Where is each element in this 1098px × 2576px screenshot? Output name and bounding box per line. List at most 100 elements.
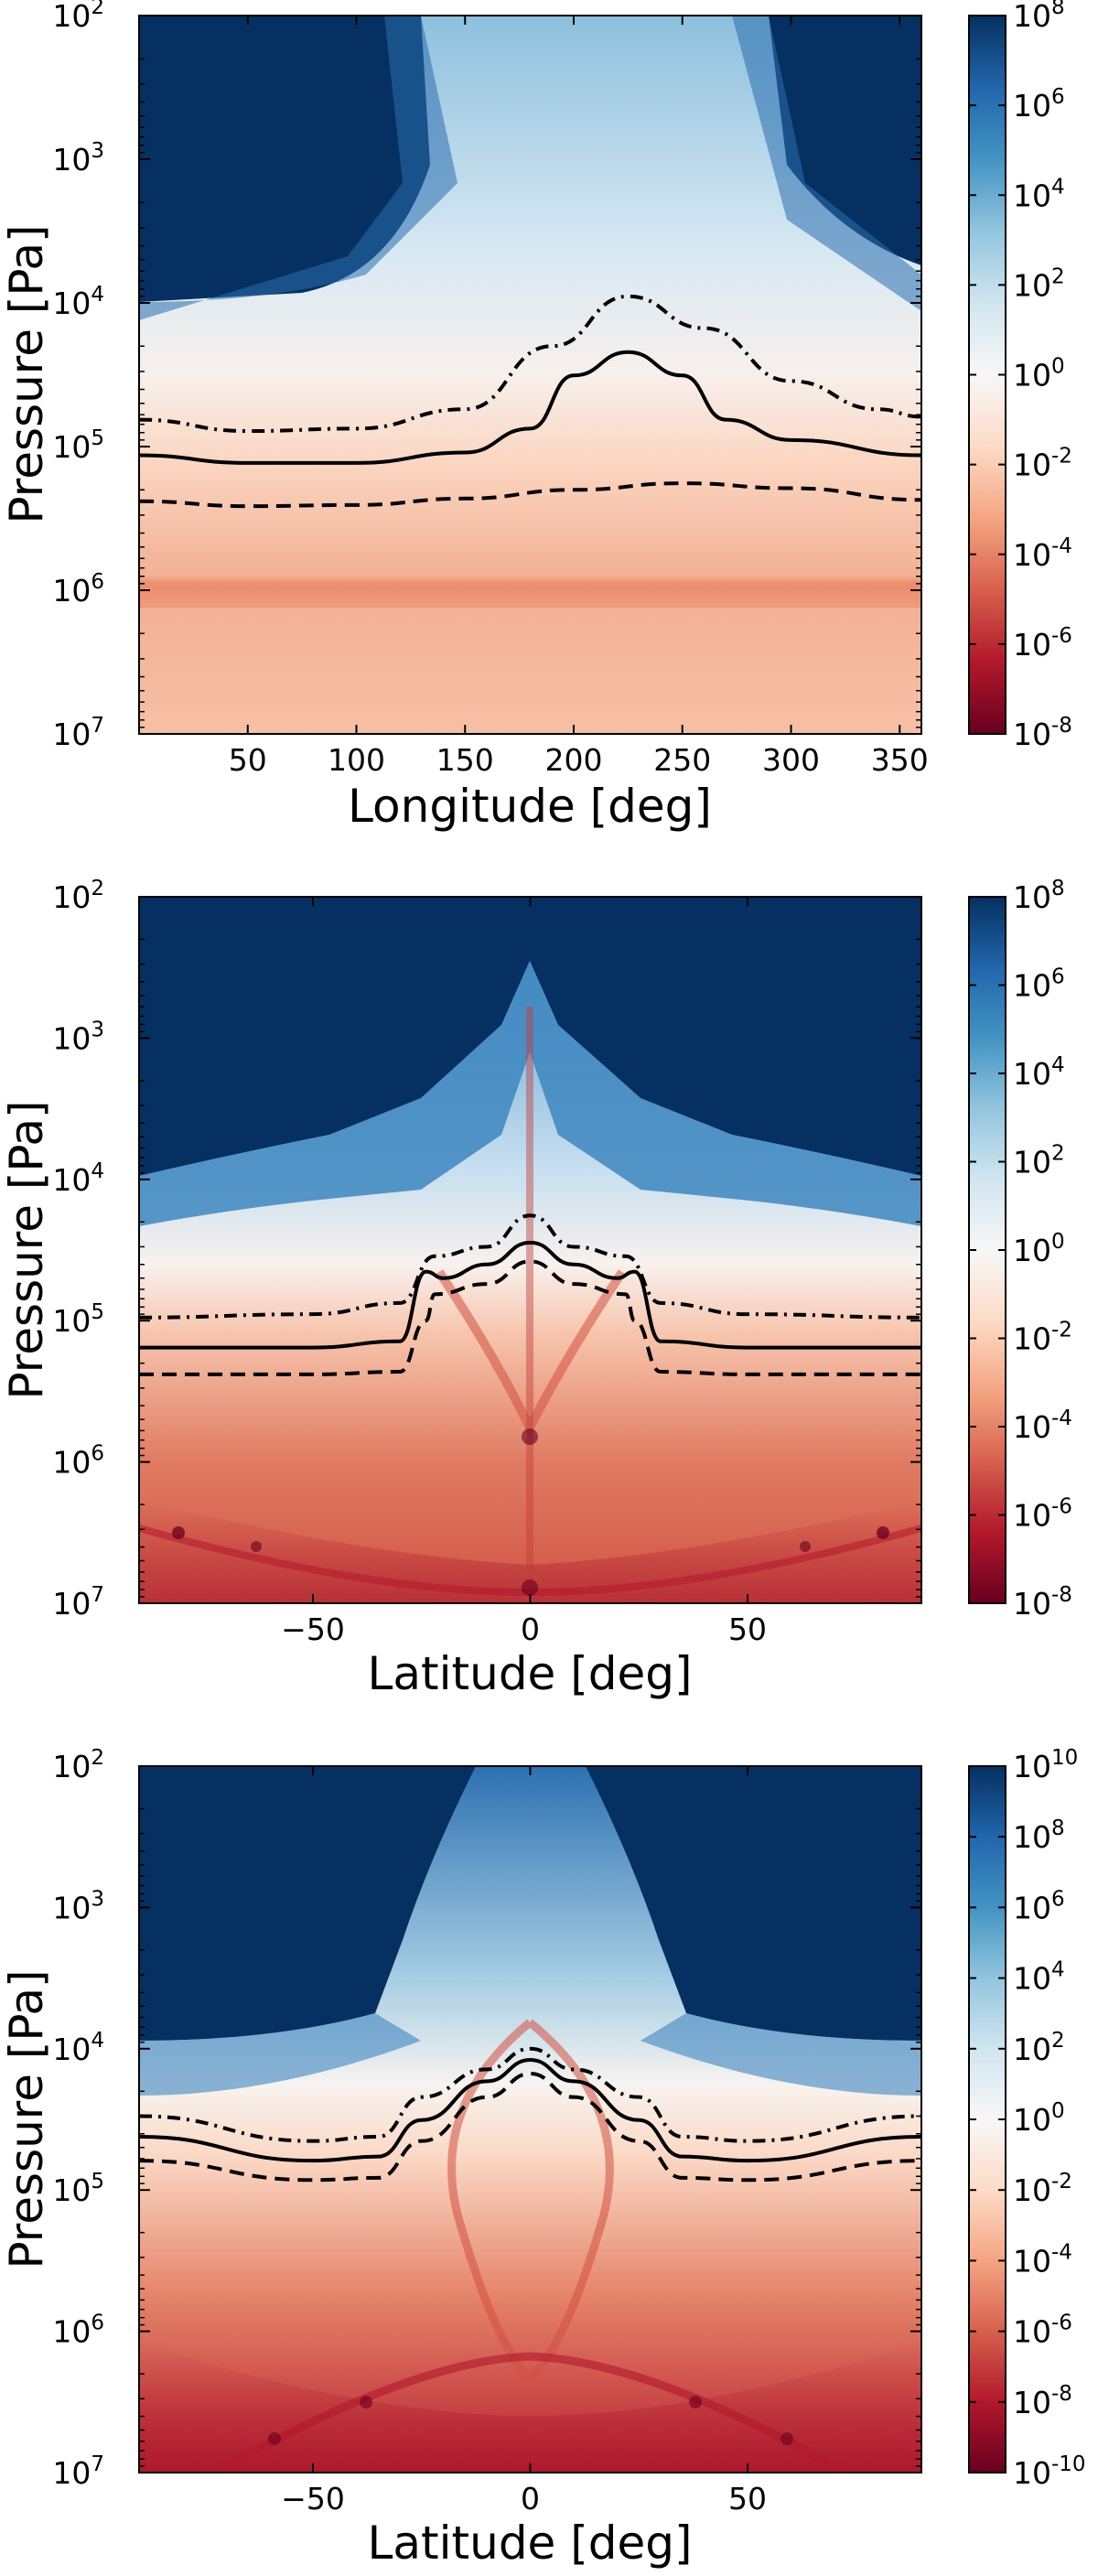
contour-dashed [139, 1259, 921, 1376]
colorbar-tick-label-exponent: 8 [1051, 1816, 1065, 1840]
y-tick-label: 102 [52, 877, 104, 915]
colorbar-tick-label-exponent: -8 [1051, 1583, 1072, 1607]
colorbar-tick-label-base: 10 [1013, 1961, 1051, 1997]
y-tick-label-base: 10 [52, 1445, 91, 1481]
y-tick-label-base: 10 [52, 2172, 91, 2208]
y-tick-label-base: 10 [52, 717, 91, 752]
colorbar-tick-label: 10-8 [1013, 1583, 1072, 1622]
colorbar-tick-label: 10-4 [1013, 1407, 1072, 1445]
colorbar-tick-label-exponent: 6 [1051, 965, 1065, 989]
colorbar-tick-label-exponent: -4 [1051, 1407, 1072, 1430]
colorbar-tick-label: 104 [1013, 175, 1065, 213]
contours-top [139, 294, 921, 509]
colorbar-tick-label-base: 10 [1013, 879, 1051, 915]
colorbar-tick-label-base: 10 [1013, 2385, 1051, 2420]
y-axis-label-top: Pressure [Pa] [0, 225, 53, 524]
y-tick-label: 104 [52, 1159, 104, 1198]
y-tick-label: 102 [52, 1746, 104, 1784]
colorbar-tick-label-base: 10 [1013, 1409, 1051, 1445]
colorbar-tick-label-base: 10 [1013, 968, 1051, 1004]
colorbar-tick-label: 10-6 [1013, 2312, 1072, 2350]
y-tick-label: 102 [52, 0, 104, 34]
y-tick-label-base: 10 [52, 879, 91, 915]
colorbar-tick-label: 106 [1013, 965, 1065, 1004]
colorbar-tick-label: 100 [1013, 1230, 1065, 1268]
colorbar-tick-label-exponent: 10 [1051, 1746, 1078, 1770]
colorbar-tick-label: 10-4 [1013, 2240, 1072, 2279]
x-axis-label-middle: Latitude [deg] [368, 1647, 693, 1700]
x-tick-label: 50 [728, 2481, 767, 2517]
colorbar-tick-label: 102 [1013, 264, 1065, 303]
y-tick-label-exponent: 4 [91, 1159, 104, 1183]
colorbar-tick-label: 106 [1013, 1887, 1065, 1925]
x-tick-label: 0 [521, 2481, 540, 2517]
y-tick-label-exponent: 2 [91, 0, 104, 19]
y-tick-label-base: 10 [52, 286, 91, 321]
y-tick-label-base: 10 [52, 1020, 91, 1056]
colorbar-tick-label: 10-8 [1013, 2382, 1072, 2420]
y-tick-label-base: 10 [52, 1162, 91, 1198]
colorbar-tick-label-exponent: 2 [1051, 264, 1065, 288]
colorbar-tick-label-base: 10 [1013, 1233, 1051, 1268]
colorbar-tick-label-exponent: 8 [1051, 877, 1065, 900]
colorbar-tick-label-base: 10 [1013, 717, 1051, 752]
x-tick-label: 200 [545, 742, 603, 778]
y-tick-label-base: 10 [52, 1890, 91, 1925]
colorbar-tick-label: 100 [1013, 355, 1065, 393]
colorbar-tick-label: 10-2 [1013, 445, 1072, 483]
colorbar-tick-label-exponent: 4 [1051, 1958, 1065, 1982]
colorbar-tick-label-base: 10 [1013, 0, 1051, 34]
y-tick-label-base: 10 [52, 1586, 91, 1622]
x-tick-label: 250 [653, 742, 711, 778]
y-tick-label-base: 10 [52, 1749, 91, 1784]
colorbar-tick-label-exponent: -2 [1051, 2170, 1072, 2193]
y-tick-label-exponent: 5 [91, 426, 104, 450]
colorbar-tick-label-base: 10 [1013, 627, 1051, 663]
colorbar-tick-label-exponent: -10 [1051, 2452, 1086, 2476]
colorbar-tick-label-base: 10 [1013, 447, 1051, 483]
colorbar-tick-label-exponent: 0 [1051, 1230, 1065, 1254]
colorbar-tick-label: 104 [1013, 1958, 1065, 1997]
y-tick-label-base: 10 [52, 142, 91, 178]
y-tick-label-base: 10 [52, 429, 91, 465]
x-tick-label: −50 [281, 1611, 345, 1647]
colorbar-tick-label: 106 [1013, 85, 1065, 124]
colorbar-tick-label-base: 10 [1013, 1498, 1051, 1534]
colorbar-tick-label: 10-4 [1013, 534, 1072, 573]
y-tick-label-base: 10 [52, 2314, 91, 2350]
contours-middle [139, 1213, 921, 1376]
y-tick-label: 106 [52, 570, 104, 609]
contour-solid [139, 1240, 921, 1350]
y-tick-label-exponent: 7 [91, 2452, 104, 2476]
x-tick-label: 50 [728, 1611, 767, 1647]
y-tick-label-exponent: 7 [91, 714, 104, 738]
y-tick-label: 103 [52, 139, 104, 178]
y-tick-label-exponent: 3 [91, 1887, 104, 1911]
contour-dashed [139, 481, 921, 509]
y-tick-label: 103 [52, 1018, 104, 1056]
y-tick-label-base: 10 [52, 2455, 91, 2491]
colorbar-tick-label-base: 10 [1013, 1145, 1051, 1180]
heatmap-middle [139, 897, 921, 1603]
y-tick-label: 104 [52, 2029, 104, 2067]
colorbar-tick-label-exponent: -4 [1051, 534, 1072, 558]
x-tick-label: 100 [328, 742, 385, 778]
y-tick-label-exponent: 3 [91, 1018, 104, 1041]
y-tick-label-exponent: 4 [91, 283, 104, 307]
y-tick-label-exponent: 6 [91, 570, 104, 594]
x-tick-label: 150 [436, 742, 494, 778]
colorbar-tick-label-exponent: -6 [1051, 2312, 1072, 2335]
colorbar-tick-label-exponent: -8 [1051, 2382, 1072, 2406]
x-tick-label: 300 [762, 742, 820, 778]
y-tick-label: 106 [52, 2312, 104, 2350]
contour-solid [139, 2058, 921, 2163]
colorbar-tick-label: 100 [1013, 2099, 1065, 2138]
y-tick-label-base: 10 [52, 573, 91, 609]
